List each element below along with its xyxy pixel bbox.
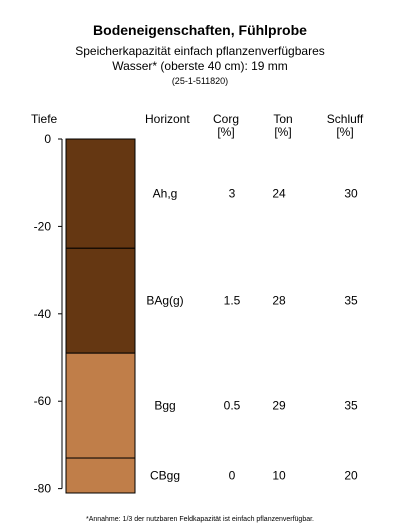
column-header-ton-unit: [%] bbox=[274, 125, 292, 139]
column-header-corg-label: Corg bbox=[212, 112, 239, 126]
horizon-block-2 bbox=[65, 247, 136, 354]
corg-value-1: 3 bbox=[229, 187, 236, 201]
column-header-corg-unit: [%] bbox=[217, 125, 235, 139]
column-header-schluff-label: Schluff bbox=[326, 112, 364, 126]
chart-subtitle-line2: Wasser* (oberste 40 cm): 19 mm bbox=[112, 59, 288, 73]
horizon-block-3 bbox=[65, 352, 136, 459]
chart-subtitle-id: (25-1-511820) bbox=[171, 76, 229, 86]
ton-value-3: 29 bbox=[272, 399, 286, 413]
horizon-name-1: Ah,g bbox=[153, 187, 178, 201]
schluff-value-4: 20 bbox=[344, 469, 358, 483]
horizon-name-4: CBgg bbox=[150, 469, 180, 483]
corg-value-4: 0 bbox=[229, 469, 236, 483]
horizon-block-4 bbox=[65, 457, 136, 494]
horizon-block-1 bbox=[65, 138, 136, 249]
corg-value-2: 1.5 bbox=[224, 294, 241, 308]
column-header-ton-label: Ton bbox=[273, 112, 293, 126]
chart-title: Bodeneigenschaften, Fühlprobe bbox=[93, 22, 307, 38]
schluff-value-2: 35 bbox=[344, 294, 358, 308]
column-header-ton: Ton [%] bbox=[265, 113, 301, 139]
column-header-corg: Corg [%] bbox=[208, 113, 244, 139]
horizon-name-2: BAg(g) bbox=[146, 294, 183, 308]
y-tick-label-0: 0 bbox=[44, 132, 51, 146]
column-header-horizont: Horizont bbox=[145, 112, 190, 126]
y-tick-label-60: -60 bbox=[34, 394, 52, 408]
schluff-value-1: 30 bbox=[344, 187, 358, 201]
y-axis-label: Tiefe bbox=[31, 112, 58, 126]
column-header-schluff-unit: [%] bbox=[336, 125, 354, 139]
footnote: *Annahme: 1/3 der nutzbaren Feldkapazitä… bbox=[85, 516, 315, 523]
schluff-value-3: 35 bbox=[344, 399, 358, 413]
column-header-schluff: Schluff [%] bbox=[322, 113, 368, 139]
y-tick-label-80: -80 bbox=[34, 482, 52, 496]
horizon-name-3: Bgg bbox=[154, 399, 175, 413]
y-tick-label-40: -40 bbox=[34, 307, 52, 321]
y-tick-label-20: -20 bbox=[34, 219, 52, 233]
chart-subtitle-line1: Speicherkapazität einfach pflanzenverfüg… bbox=[75, 44, 325, 58]
ton-value-4: 10 bbox=[272, 469, 286, 483]
ton-value-2: 28 bbox=[272, 294, 286, 308]
ton-value-1: 24 bbox=[272, 187, 286, 201]
corg-value-3: 0.5 bbox=[224, 399, 241, 413]
